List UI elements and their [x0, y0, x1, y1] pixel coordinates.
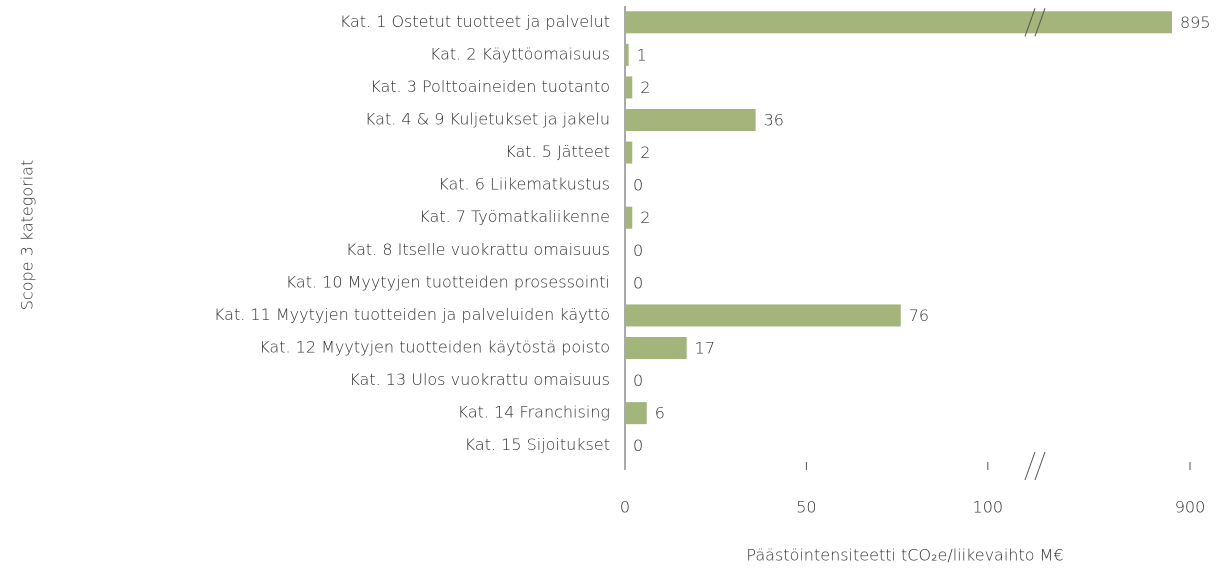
- data-label: 6: [655, 404, 665, 423]
- x-tick-label: 50: [796, 498, 816, 517]
- data-label: 0: [633, 176, 643, 195]
- y-tick-label: Kat. 1 Ostetut tuotteet ja palvelut: [340, 12, 610, 31]
- data-label: 0: [633, 371, 643, 390]
- y-tick-label: Kat. 11 Myytyjen tuotteiden ja palveluid…: [214, 305, 610, 324]
- data-label: 2: [640, 208, 650, 227]
- y-tick-label: Kat. 5 Jätteet: [505, 142, 610, 161]
- bar: [625, 337, 687, 359]
- x-tick-label: 0: [620, 498, 630, 517]
- data-label: 2: [640, 78, 650, 97]
- y-tick-label: Kat. 12 Myytyjen tuotteiden käytöstä poi…: [259, 338, 610, 357]
- data-label: 2: [640, 143, 650, 162]
- y-tick-label: Kat. 13 Ulos vuokrattu omaisuus: [349, 370, 610, 389]
- data-label: 36: [764, 111, 784, 130]
- bar: [625, 402, 647, 425]
- axis-break: [1024, 451, 1036, 481]
- bar: [625, 76, 633, 99]
- y-tick-label: Kat. 6 Liikematkustus: [438, 175, 610, 194]
- x-tick-label: 900: [1175, 498, 1206, 517]
- data-label: 1: [637, 45, 647, 64]
- axis-break: [1034, 451, 1046, 481]
- data-label: 895: [1180, 13, 1211, 32]
- bar-break: [1024, 8, 1036, 37]
- x-axis-title: Päästöintensiteetti tCO₂e/liikevaihto M€: [746, 546, 1063, 565]
- data-label: 0: [633, 273, 643, 292]
- data-label: 17: [695, 339, 715, 358]
- y-tick-label: Kat. 14 Franchising: [458, 403, 610, 422]
- y-tick-label: Kat. 10 Myytyjen tuotteiden prosessointi: [286, 272, 610, 291]
- bar: [625, 304, 901, 327]
- data-label: 0: [633, 436, 643, 455]
- y-tick-label: Kat. 7 Työmatkaliikenne: [419, 207, 610, 226]
- bar: [625, 141, 633, 164]
- bar: [625, 43, 629, 66]
- y-axis-title: Scope 3 kategoriat: [18, 160, 37, 311]
- y-tick-label: Kat. 15 Sijoitukset: [465, 435, 610, 454]
- y-tick-label: Kat. 4 & 9 Kuljetukset ja jakelu: [365, 110, 610, 129]
- data-label: 0: [633, 241, 643, 260]
- x-tick-label: 100: [973, 498, 1004, 517]
- bar: [625, 11, 1172, 34]
- y-tick-label: Kat. 3 Polttoaineiden tuotanto: [370, 77, 610, 96]
- bar: [625, 109, 756, 131]
- bar: [625, 206, 633, 229]
- bar-break: [1034, 8, 1046, 37]
- y-tick-label: Kat. 2 Käyttöomaisuus: [430, 44, 610, 63]
- data-label: 76: [909, 306, 929, 325]
- y-tick-label: Kat. 8 Itselle vuokrattu omaisuus: [346, 240, 610, 259]
